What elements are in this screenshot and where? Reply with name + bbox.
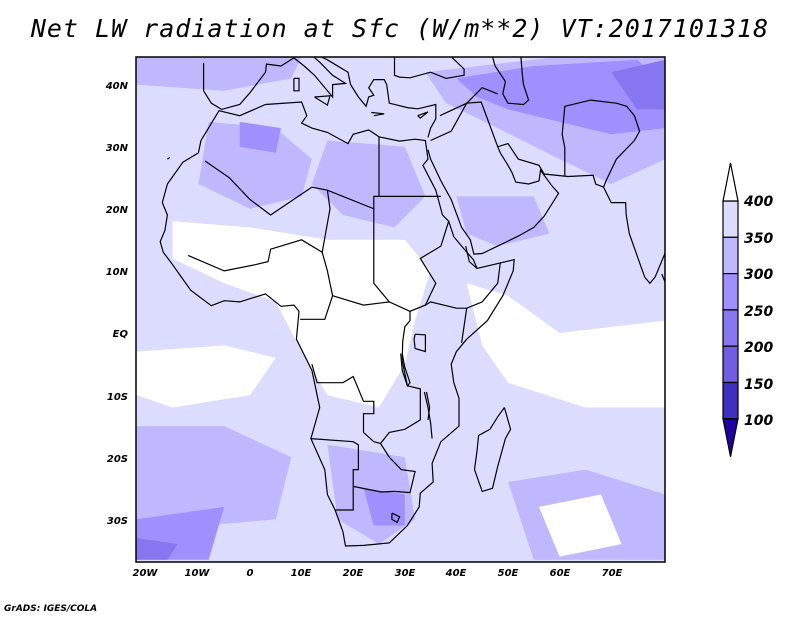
coastline-or-border	[353, 443, 416, 494]
coastline-or-border	[320, 57, 437, 138]
colorbar-label: 150	[744, 377, 773, 393]
field-contour-region	[363, 488, 405, 526]
lon-label: 30E	[395, 568, 416, 579]
colorbar-label: 300	[744, 267, 773, 283]
coastline-or-border	[187, 190, 331, 272]
coastline-or-border	[473, 407, 512, 493]
coastline-or-border	[425, 391, 431, 420]
lon-label: 0	[247, 568, 254, 579]
field-contour-region	[456, 196, 550, 247]
lon-label: 50E	[498, 568, 519, 579]
coastline-or-border	[391, 512, 401, 524]
lon-label: 40E	[445, 568, 467, 579]
lat-label: 40N	[105, 81, 129, 92]
lon-label: 70E	[602, 568, 623, 579]
coastline-or-border	[425, 301, 468, 343]
field-contour-region	[239, 121, 281, 153]
colorbar-swatch	[722, 273, 739, 311]
lon-label: 10E	[291, 568, 312, 579]
lon-label: 10W	[185, 568, 211, 579]
coastline-or-border	[466, 262, 501, 309]
colorbar-swatch	[722, 236, 739, 275]
coastline-or-border	[465, 245, 478, 269]
colorbar-label: 200	[744, 340, 773, 356]
lat-label: 20N	[106, 205, 129, 216]
coastline-or-border	[167, 156, 171, 160]
coastlines	[159, 57, 665, 547]
lat-label: 20S	[107, 454, 128, 465]
colorbar-swatch	[722, 381, 739, 420]
field-contour-region	[136, 537, 178, 560]
colorbar: 400 350 300 250 200 150 100	[722, 162, 773, 457]
field-contour-region	[136, 345, 276, 408]
coastline-or-border	[561, 99, 641, 188]
colorbar-arrow-min	[722, 418, 739, 457]
colorbar-swatch	[722, 309, 739, 347]
coastline-or-border	[332, 295, 390, 306]
grads-credit: GrADS: IGES/COLA	[4, 604, 98, 614]
field-contour-region	[136, 426, 292, 532]
field-contour-region	[136, 57, 302, 91]
lat-label: 10N	[106, 267, 129, 278]
coastline-or-border	[417, 111, 429, 119]
field-contour-region	[456, 59, 665, 135]
coastline-or-border	[413, 333, 426, 353]
lat-label: 30N	[106, 143, 129, 154]
coastline-or-border	[203, 57, 348, 111]
coastline-or-border	[393, 57, 465, 80]
field-contour-region	[311, 140, 426, 228]
lon-label: 20E	[343, 568, 364, 579]
coastline-or-border	[423, 391, 433, 439]
colorbar-swatch	[722, 345, 739, 384]
colorbar-label: 100	[744, 413, 773, 429]
coastline-or-border	[400, 353, 411, 388]
coastline-or-border	[310, 438, 359, 511]
colorbar-swatch	[722, 200, 739, 238]
coastline-or-border	[314, 95, 331, 107]
field-contour-region	[466, 283, 665, 408]
lon-label: 20W	[133, 568, 159, 579]
plot-title: Net LW radiation at Sfc (W/m**2) VT:2017…	[30, 14, 770, 43]
axis-labels: 20W 10W 0 10E 20E 30E 40E 50E 60E 70E 40…	[105, 81, 623, 579]
colorbar-label: 400	[743, 194, 773, 210]
coastline-or-border	[159, 101, 515, 547]
colorbar-label: 250	[744, 304, 773, 320]
coastline-or-border	[371, 111, 385, 117]
lat-label: 30S	[107, 516, 128, 527]
lon-label: 60E	[550, 568, 571, 579]
lat-label: 10S	[107, 392, 128, 403]
coastline-or-border	[439, 86, 498, 117]
field-contour-region	[611, 59, 665, 110]
lat-label: EQ	[113, 329, 129, 340]
radiation-field	[136, 57, 665, 562]
coastline-or-border	[293, 77, 300, 92]
colorbar-arrow-max	[722, 162, 739, 202]
colorbar-label: 350	[744, 231, 773, 247]
map-frame	[135, 56, 666, 563]
coastline-or-border	[204, 136, 380, 216]
field-contour-region	[198, 121, 312, 209]
coastline-or-border	[661, 273, 665, 296]
coastline-or-border	[491, 57, 530, 106]
coastline-or-border	[427, 142, 665, 285]
field-contour-region	[539, 494, 622, 557]
